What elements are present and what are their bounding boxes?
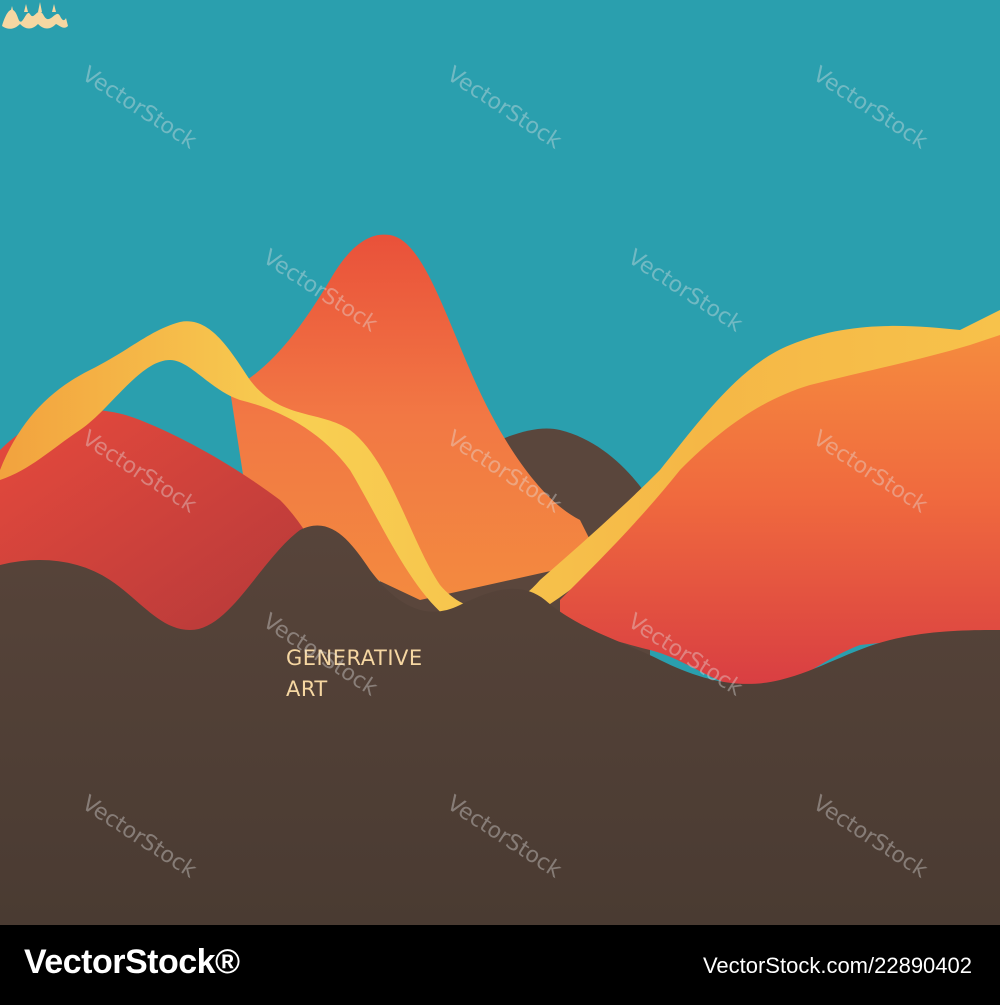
generative-art-title: GENERATIVE ART <box>286 643 423 705</box>
footer-brand-logo: VectorStock® <box>24 943 240 981</box>
artwork: GENERATIVE ART VectorStock VectorStock V… <box>0 0 1000 925</box>
ground <box>0 525 1000 925</box>
title-line-2: ART <box>286 677 328 701</box>
central-peak <box>230 234 600 600</box>
generative-art-logo <box>2 2 68 29</box>
landscape-illustration <box>0 0 1000 925</box>
footer-bar: VectorStock® VectorStock.com/22890402 <box>0 925 1000 1005</box>
right-hill <box>560 335 1000 690</box>
yellow-ribbon <box>0 310 1000 629</box>
title-line-1: GENERATIVE <box>286 646 423 670</box>
footer-image-id: VectorStock.com/22890402 <box>702 953 972 978</box>
